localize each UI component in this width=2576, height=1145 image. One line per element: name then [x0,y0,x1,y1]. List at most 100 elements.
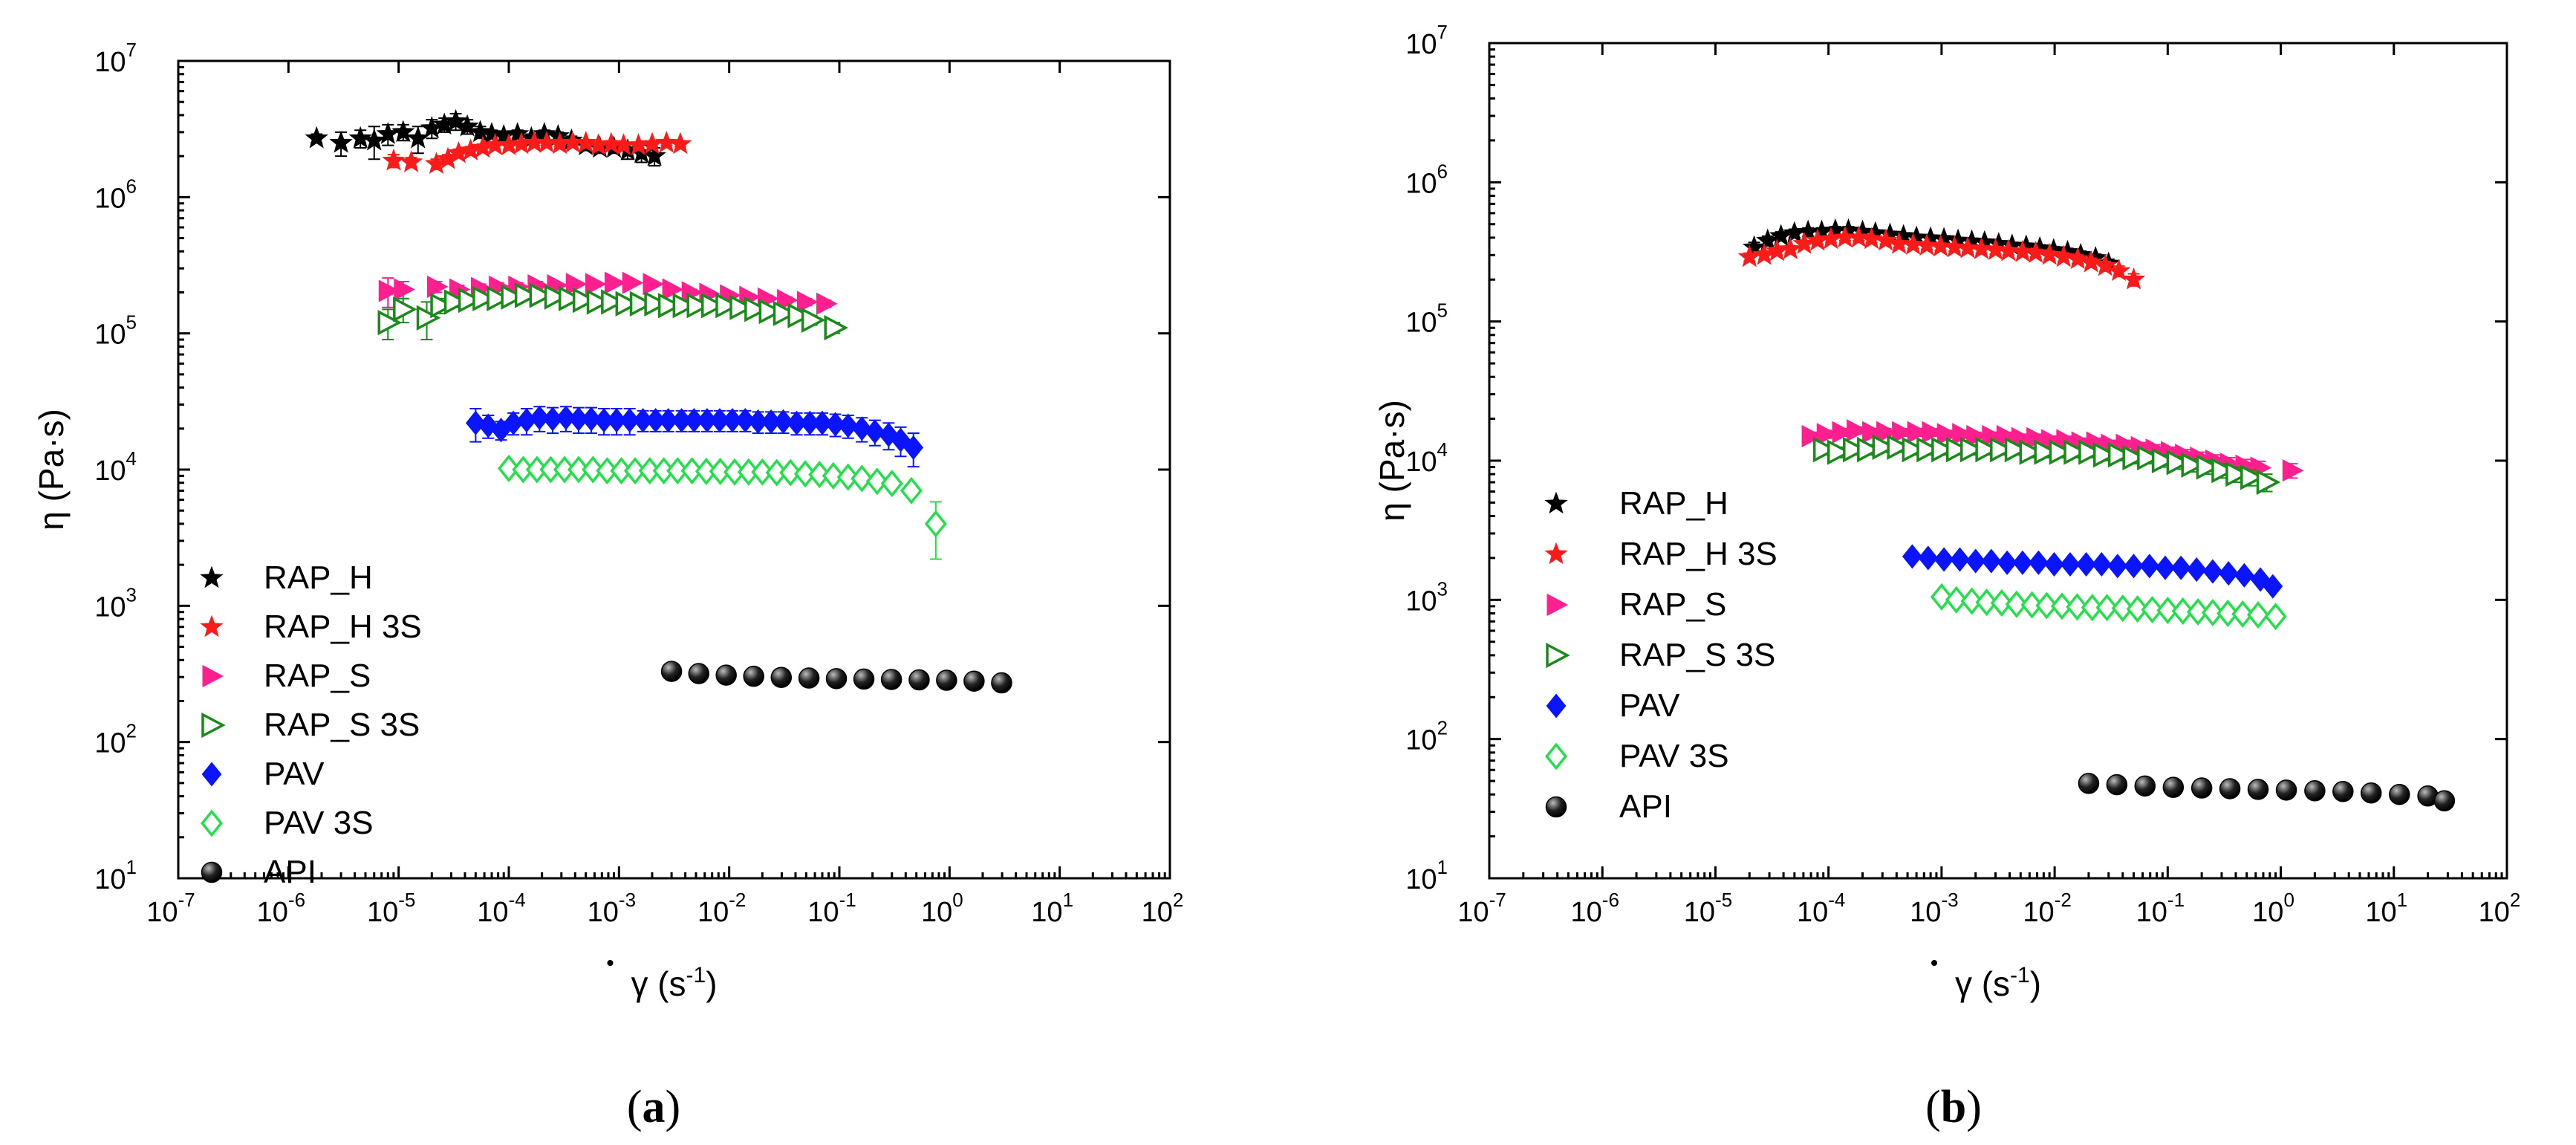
data-point [1847,225,1870,248]
y-tick-label: 102 [94,720,137,759]
data-point [1901,233,1925,255]
data-point [1857,437,1881,463]
data-point [660,661,683,682]
panel-caption: (a) [627,1082,680,1132]
data-point [991,672,1012,694]
data-point [936,669,957,691]
data-point [2389,783,2410,805]
x-axis-exponent: -1 [2010,963,2030,987]
data-point [672,293,697,319]
data-point [644,291,669,317]
y-tick-label: 103 [94,583,137,623]
legend-marker [200,565,224,588]
data-point [900,476,923,505]
caption-letter: a [643,1082,666,1132]
y-tick-exponent: 4 [1437,438,1448,461]
data-point [686,293,712,319]
x-tick-base: 10 [1910,897,1941,928]
data-point [1975,588,1998,617]
data-point [669,132,692,155]
series-rap-h-3s [1737,225,2146,290]
data-point [1876,421,1898,444]
data-point [688,663,710,684]
y-tick-exponent: 2 [1437,717,1448,739]
y-tick-exponent: 5 [126,311,137,334]
data-point [777,289,799,312]
series-rap-s-3s [377,282,848,341]
data-point [773,300,798,327]
data-point [743,665,764,687]
y-tick-label: 104 [1405,438,1448,478]
y-tick-exponent: 7 [126,39,137,61]
y-tick-exponent: 1 [1437,856,1448,878]
x-tick-label: 10-7 [146,889,195,928]
data-point [497,454,521,482]
series-api [660,661,1012,694]
legend-label: PAV 3S [264,805,374,841]
data-point [619,408,640,433]
x-tick-exponent: 1 [2397,889,2407,911]
data-point [2360,782,2382,804]
data-point [1812,437,1838,463]
legend-marker [1546,693,1567,719]
legend-marker [1544,491,1568,514]
y-tick-label: 104 [94,447,137,487]
x-tick-base: 10 [257,897,288,928]
data-point [2020,591,2043,619]
data-point [2124,554,2144,579]
data-point [2035,591,2058,620]
data-point [1960,587,1983,615]
caption-close: ) [1966,1082,1982,1132]
data-point [2093,253,2117,276]
data-point [305,126,328,149]
data-point [2181,452,2205,479]
y-tick-exponent: 3 [126,583,137,606]
x-tick-base: 10 [146,897,178,928]
x-tick-exponent: -4 [509,889,526,911]
x-axis-dot [1931,960,1937,966]
data-point [2091,551,2112,577]
y-tick-exponent: 7 [1437,21,1448,43]
data-point [1847,419,1868,442]
legend-label: RAP_S 3S [1619,637,1775,673]
x-tick-label: 10-4 [477,889,525,928]
x-tick-base: 10 [697,897,729,928]
data-point [465,410,486,435]
data-point [1965,548,1986,574]
y-tick-label: 105 [94,311,137,351]
caption-close: ) [666,1082,681,1132]
legend-marker [1544,742,1568,771]
x-tick-label: 10-7 [1457,889,1506,928]
data-point [362,128,386,151]
x-tick-label: 10-6 [1571,889,1619,928]
legend-label: RAP_S [1619,586,1726,623]
data-point [501,284,525,310]
legend-label: RAP_H 3S [1619,536,1777,572]
data-point [787,302,812,328]
x-tick-label: 10-1 [807,889,856,928]
data-point [1945,437,1971,463]
data-point [654,130,678,153]
data-point [2050,592,2073,620]
x-tick-label: 102 [2479,889,2521,928]
data-point [812,410,833,435]
data-point [2126,595,2149,623]
data-point [2060,551,2081,577]
legend-marker [201,861,223,883]
data-point [1887,434,1911,460]
legend-label: PAV [1619,687,1680,724]
data-point [605,271,626,294]
data-point [2190,777,2213,799]
data-point [2166,450,2191,476]
data-point [822,461,845,490]
data-point [1956,236,1980,259]
legend-marker [1545,796,1567,818]
data-point [1918,545,1939,571]
data-point [658,408,679,433]
y-tick-exponent: 4 [126,447,137,470]
data-point [1928,234,1953,257]
data-point [1872,434,1897,460]
data-point [1990,437,2014,463]
x-tick-label: 10-3 [1910,889,1958,928]
data-point [393,296,417,322]
